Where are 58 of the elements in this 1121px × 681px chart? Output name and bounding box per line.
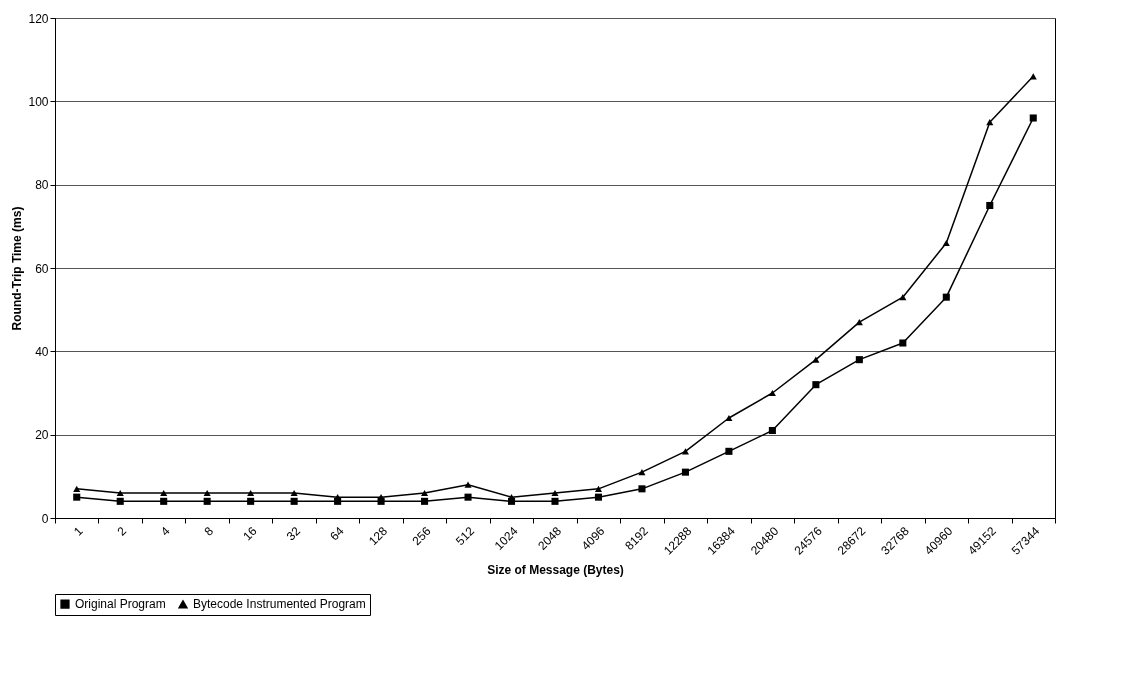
point [942,239,950,247]
point [73,493,81,501]
point [203,489,211,497]
y-tick-label: 60 [35,261,49,276]
y-tick-label: 20 [35,428,49,443]
x-tick-label: 512 [452,523,478,549]
x-tick-label: 8 [201,523,217,539]
point [986,201,994,210]
point [247,489,255,497]
x-tick-label: 32 [283,523,304,544]
point [160,489,168,497]
point [290,497,298,505]
y-tick-label: 120 [28,11,49,26]
point [551,497,559,505]
point [464,481,472,488]
point [812,381,820,389]
point [421,497,429,505]
point [464,493,472,501]
point [942,293,950,301]
point [855,356,863,364]
point [551,489,559,497]
point [638,485,646,493]
x-axis-title: Size of Message (Bytes) [487,562,624,577]
point [116,497,124,505]
point [986,119,994,126]
x-tick-label: 128 [366,523,391,549]
point [203,497,211,505]
legend-label: Original Program [75,597,166,612]
x-tick-label: 1 [71,523,86,539]
point [681,468,689,476]
x-tick-label: 4 [158,523,173,539]
x-tick-label: 64 [327,523,347,544]
point [160,497,168,505]
y-axis-title: Round-Trip Time (ms) [10,206,25,331]
y-tick-label: 100 [28,94,49,109]
x-tick-label: 256 [409,523,434,549]
point [725,414,733,422]
legend-label: Bytecode Instrumented Program [193,597,366,612]
point [594,485,603,492]
x-tick-label: 16 [240,523,260,544]
point [290,489,298,497]
y-tick-label: 40 [35,344,49,359]
point [725,447,733,455]
point [899,294,907,301]
y-tick-label: 80 [35,178,49,193]
point [812,356,820,363]
x-tick-label: 2 [114,523,130,539]
point [594,493,603,501]
point [247,497,255,505]
point [116,489,124,497]
point [421,489,429,497]
point [1029,114,1037,122]
point [768,389,776,397]
y-tick-label: 0 [41,511,49,526]
point [73,485,81,492]
point [855,319,863,326]
point [768,426,776,435]
point [899,339,907,347]
